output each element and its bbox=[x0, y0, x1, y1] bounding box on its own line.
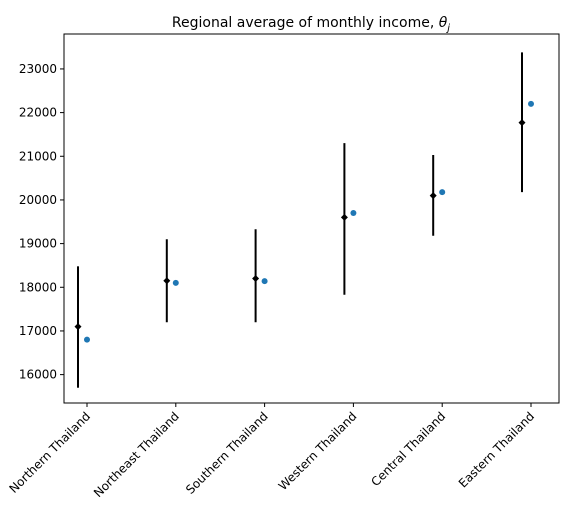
circle-point bbox=[172, 279, 179, 286]
y-tick-label: 23000 bbox=[19, 62, 57, 76]
plot-area: 16000 17000 18000 19000 20000 21000 22000 23000… bbox=[6, 52, 537, 500]
diamond-point bbox=[518, 119, 526, 127]
plot-frame bbox=[63, 33, 560, 404]
y-tick-label: 19000 bbox=[19, 237, 57, 251]
y-tick-label: 22000 bbox=[19, 106, 57, 120]
circle-point bbox=[528, 100, 534, 107]
y-tick-label: 21000 bbox=[19, 149, 57, 163]
x-tick-label: Central Thailand bbox=[368, 409, 448, 489]
diamond-point bbox=[74, 323, 82, 331]
x-tick-label: Northeast Thailand bbox=[91, 409, 182, 500]
diamond-point bbox=[163, 277, 171, 285]
y-tick-label: 18000 bbox=[19, 280, 57, 294]
y-tick-label: 17000 bbox=[19, 324, 57, 338]
chart-title: Regional average of monthly income, θj bbox=[172, 15, 450, 34]
diamond-point bbox=[340, 213, 348, 221]
title-symbol: θ bbox=[439, 15, 448, 31]
circle-point bbox=[350, 210, 357, 217]
y-tick-label: 20000 bbox=[19, 193, 57, 207]
title-subscript: j bbox=[445, 23, 450, 34]
circle-point bbox=[261, 278, 268, 285]
x-tick-label: Southern Thailand bbox=[183, 409, 271, 497]
diamond-point bbox=[252, 275, 260, 283]
y-tick-label: 16000 bbox=[19, 368, 57, 382]
circle-point bbox=[84, 336, 90, 343]
x-tick-label: Northern Thailand bbox=[6, 409, 93, 496]
circle-point bbox=[439, 189, 446, 196]
x-tick-label: Western Thailand bbox=[276, 409, 360, 493]
diamond-point bbox=[429, 192, 437, 200]
x-tick-label: Eastern Thailand bbox=[456, 409, 537, 490]
